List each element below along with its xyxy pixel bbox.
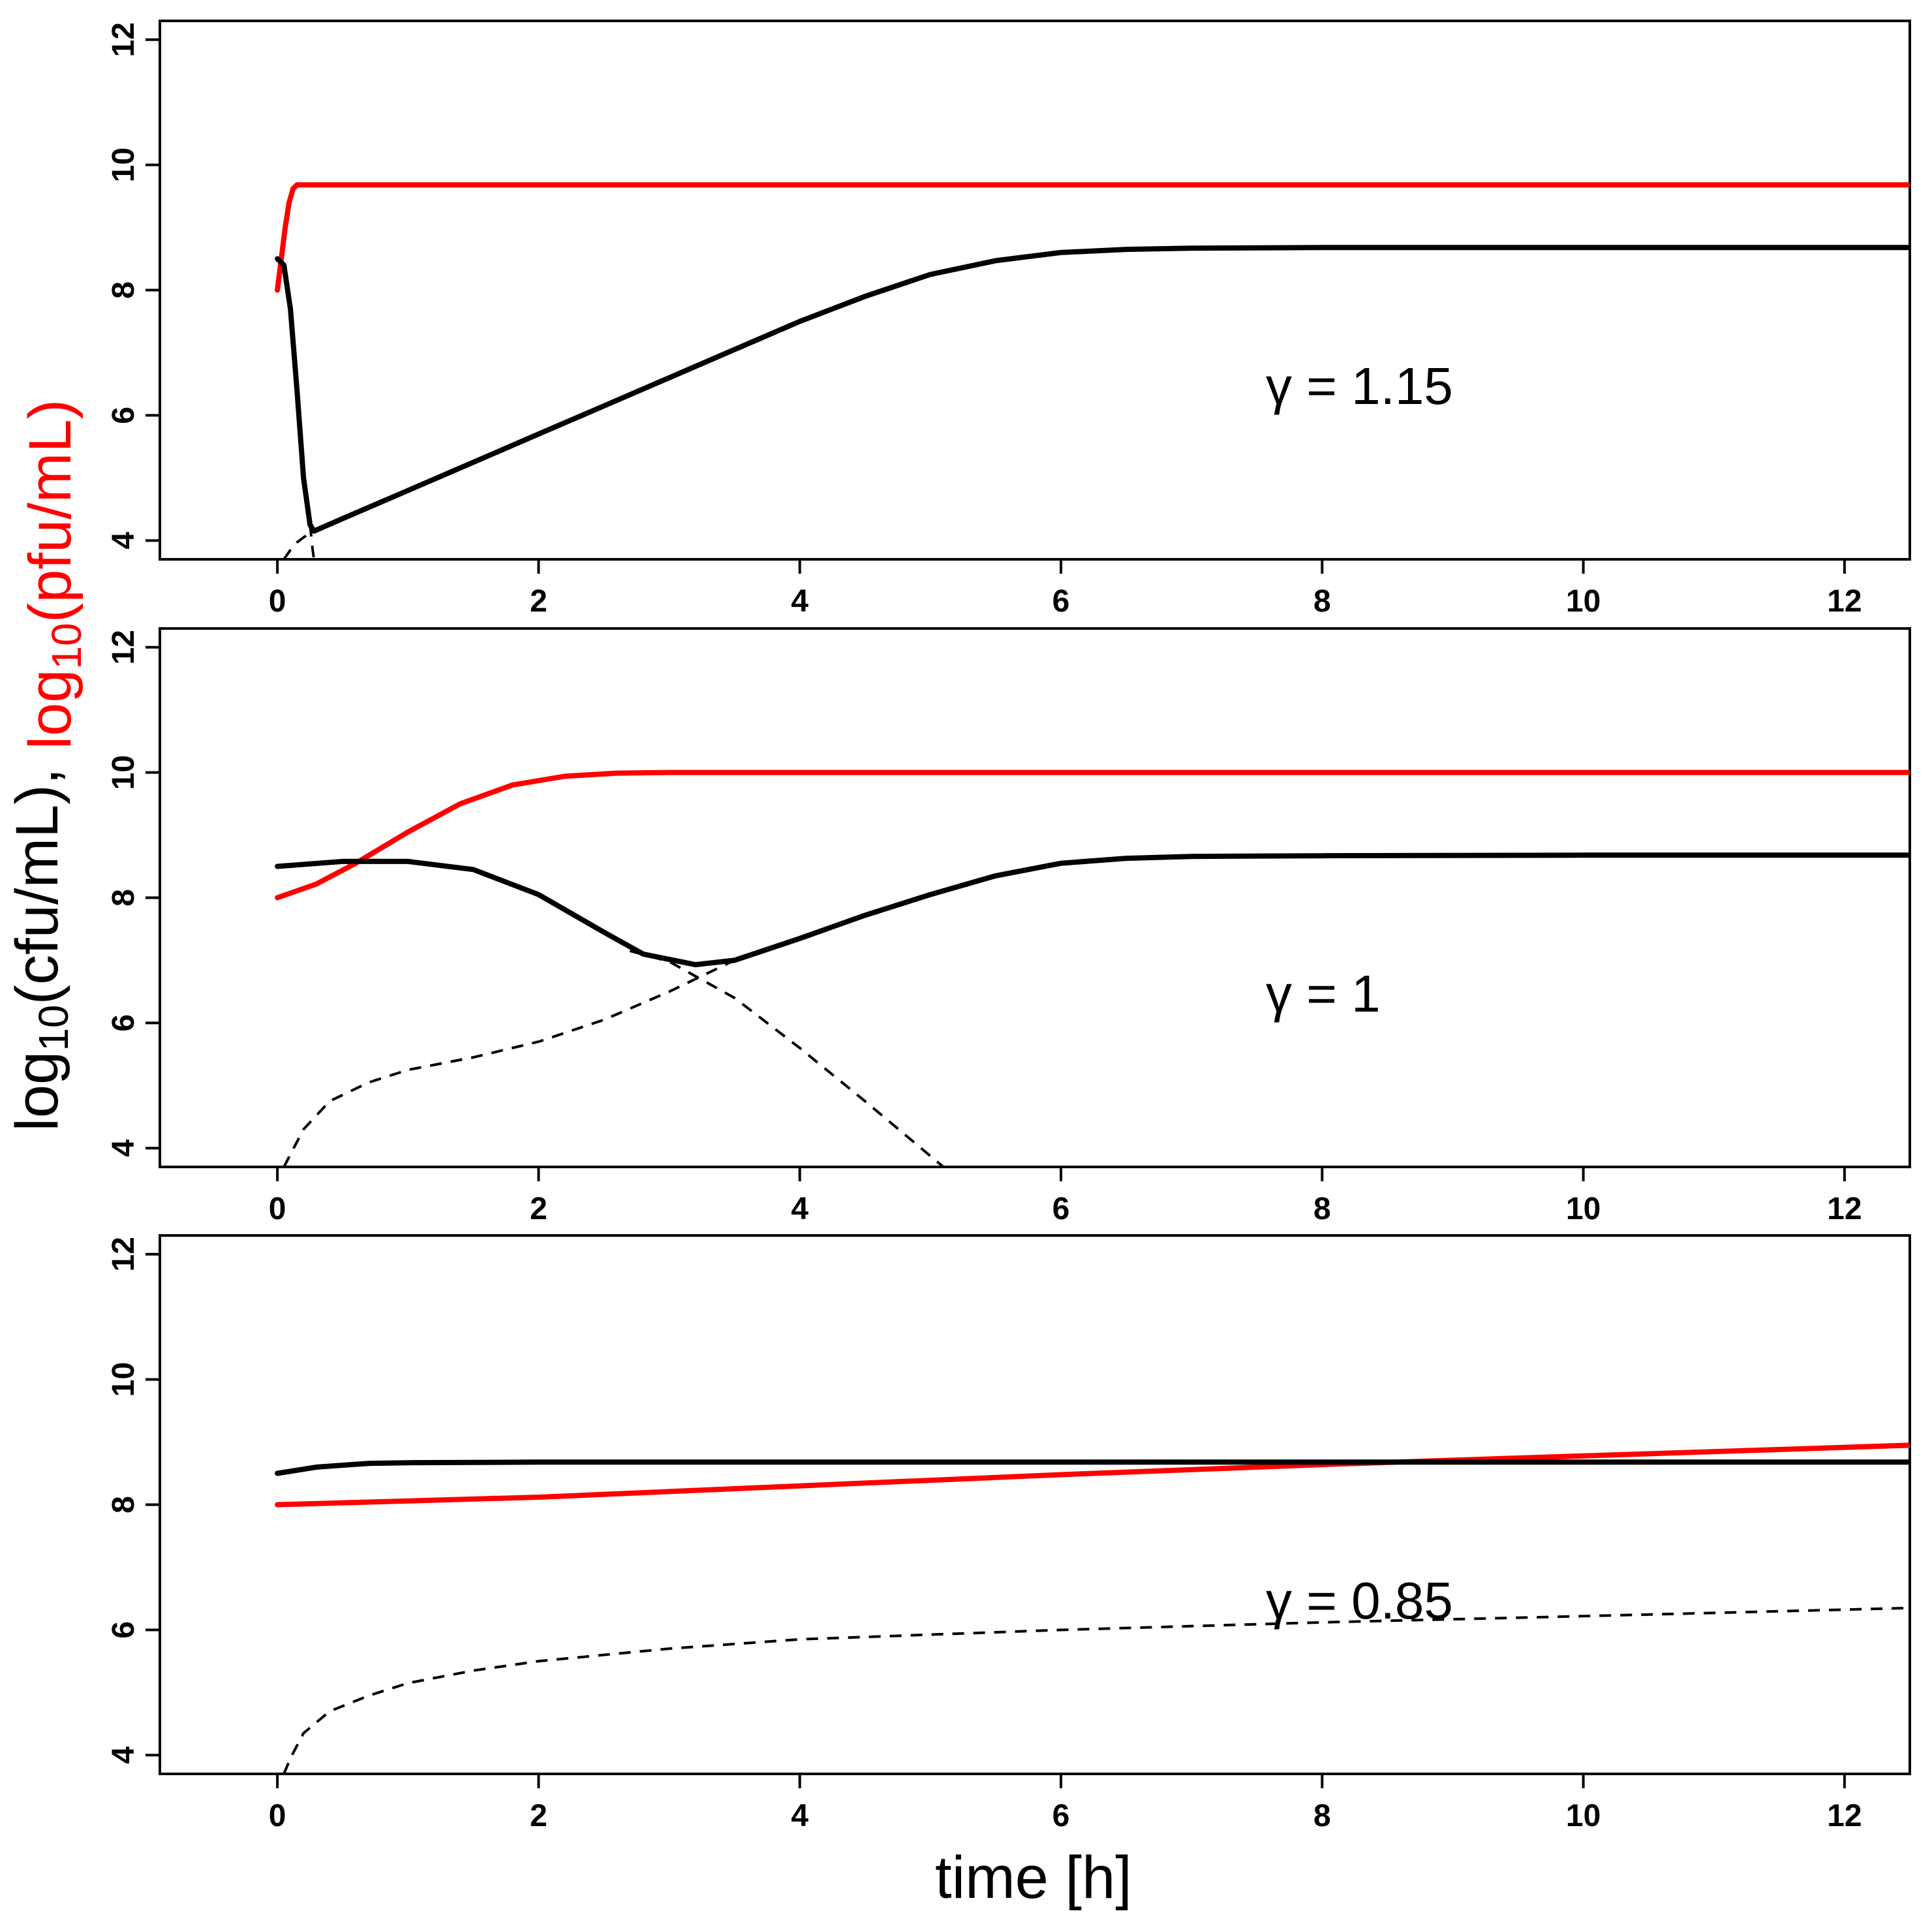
y-axis-label-cfu: log10(cfu/mL), <box>4 768 77 1132</box>
y-tick-label: 6 <box>106 1014 141 1032</box>
x-axis-label: time [h] <box>935 1844 1132 1911</box>
y-axis-label-pfu: log10(pfu/mL) <box>17 399 90 750</box>
phage-line <box>275 182 1910 293</box>
y-tick-label: 6 <box>106 407 141 424</box>
bacteria-line <box>275 245 1910 534</box>
y-tick-label: 8 <box>106 889 141 907</box>
x-tick-label: 8 <box>1313 584 1331 619</box>
x-tick-label: 0 <box>269 1799 286 1833</box>
y-axis-label-pfu-subscript: 10 <box>43 623 90 669</box>
x-tick-label: 8 <box>1313 1192 1331 1226</box>
x-tick-label: 6 <box>1052 1799 1070 1833</box>
bacteria-subpopulation-dashed-line <box>629 950 945 1167</box>
x-tick-label: 10 <box>1566 1799 1601 1833</box>
y-tick-label: 12 <box>106 1237 141 1271</box>
series-group <box>275 1442 1910 1774</box>
x-tick-label: 6 <box>1052 584 1070 619</box>
phage-line <box>275 769 1910 901</box>
y-tick-label: 4 <box>106 532 141 550</box>
x-tick-label: 0 <box>269 1192 286 1226</box>
y-tick-label: 10 <box>106 755 141 790</box>
y-tick-label: 10 <box>106 1362 141 1397</box>
x-tick-label: 2 <box>530 1799 547 1833</box>
series-group <box>275 769 1910 1167</box>
x-tick-label: 6 <box>1052 1192 1070 1226</box>
bacteria-line <box>275 1459 1910 1476</box>
y-axis-label-cfu-subscript: 10 <box>30 1004 77 1051</box>
panel-gamma-0.85: 0 2 4 6 8 10 12 4 6 8 10 12 γ = 0.85 <box>106 1234 1911 1833</box>
bacteria-subpopulation-dashed-line <box>309 524 316 559</box>
y-tick-label: 8 <box>106 281 141 299</box>
bacteria-subpopulation-dashed-line <box>283 529 315 559</box>
y-axis-label-pfu-prefix: log <box>17 669 84 749</box>
y-tick-label: 4 <box>106 1746 141 1764</box>
gamma-annotation: γ = 1 <box>1266 965 1381 1023</box>
x-tick-label: 12 <box>1827 1799 1862 1833</box>
x-tick-label: 12 <box>1827 584 1862 619</box>
x-tick-label: 10 <box>1566 1192 1601 1226</box>
panel-gamma-1: 0 2 4 6 8 10 12 4 6 8 10 12 γ = 1 <box>106 627 1911 1226</box>
x-tick-label: 2 <box>530 1192 547 1226</box>
gamma-annotation: γ = 1.15 <box>1266 357 1453 415</box>
y-tick-label: 6 <box>106 1621 141 1639</box>
y-tick-label: 10 <box>106 147 141 182</box>
gamma-annotation: γ = 0.85 <box>1266 1572 1453 1630</box>
bacteria-line <box>275 852 1910 968</box>
y-axis-label: log10(cfu/mL), log10(pfu/mL) <box>4 399 90 1132</box>
panel-gamma-1.15: 0 2 4 6 8 10 12 4 6 8 10 12 γ = 1.15 <box>106 20 1911 619</box>
x-tick-label: 8 <box>1313 1799 1331 1833</box>
x-tick-label: 2 <box>530 584 547 619</box>
x-tick-label: 10 <box>1566 584 1601 619</box>
x-tick-label: 0 <box>269 584 286 619</box>
y-tick-label: 12 <box>106 630 141 664</box>
x-tick-label: 12 <box>1827 1192 1862 1226</box>
x-tick-label: 4 <box>791 1799 808 1833</box>
y-axis-label-pfu-suffix: (pfu/mL) <box>17 399 84 623</box>
series-group <box>275 182 1910 559</box>
phage-line <box>275 1442 1910 1508</box>
x-tick-label: 4 <box>791 584 808 619</box>
bacteria-subpopulation-dashed-line <box>283 1606 1910 1774</box>
y-axis-label-cfu-prefix: log <box>4 1051 70 1132</box>
y-tick-label: 8 <box>106 1496 141 1513</box>
x-tick-label: 4 <box>791 1192 808 1226</box>
y-tick-label: 12 <box>106 22 141 57</box>
y-tick-label: 4 <box>106 1140 141 1157</box>
y-axis-label-cfu-suffix: (cfu/mL), <box>4 768 70 1005</box>
